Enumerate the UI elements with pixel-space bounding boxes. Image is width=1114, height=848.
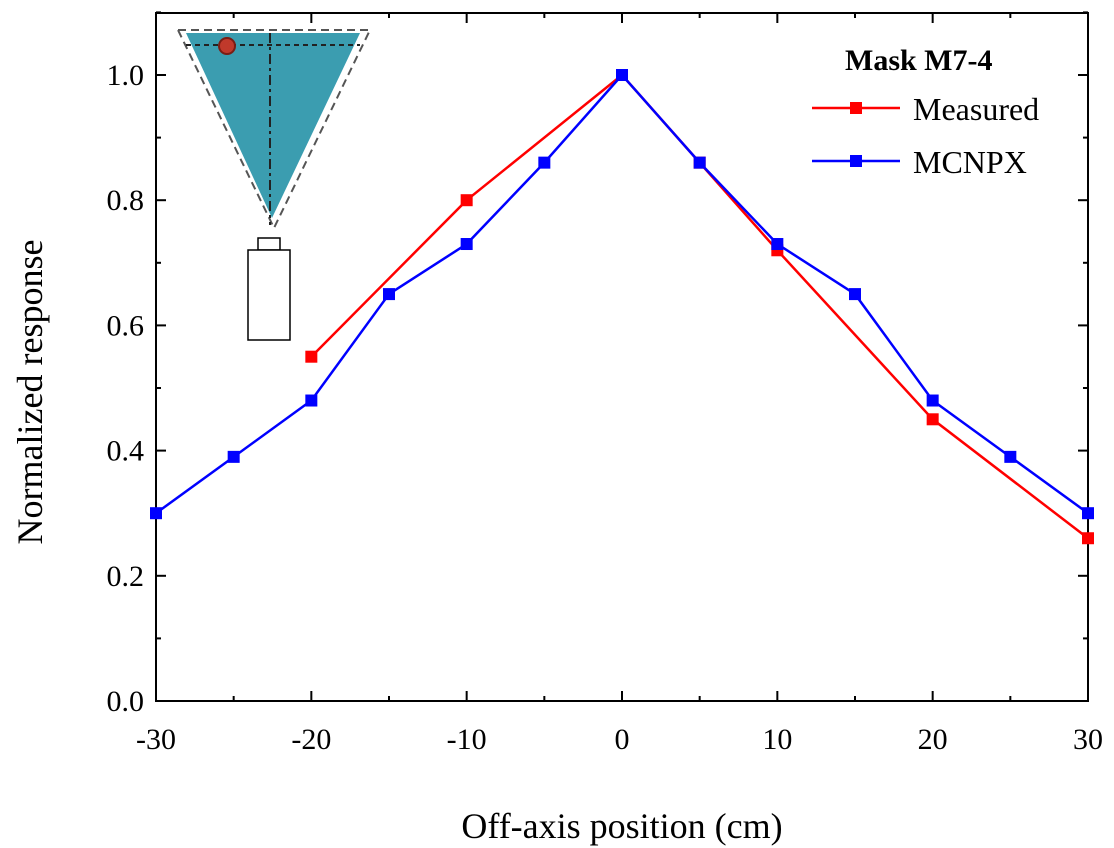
series-layer: [150, 69, 1094, 545]
x-axis-ticks: -30 -20 -10 0 10 20 30: [136, 13, 1103, 756]
data-point-mcnpx: [849, 288, 861, 301]
x-tick-label: 20: [918, 723, 948, 756]
legend-label-mcnpx: MCNPX: [913, 144, 1027, 180]
data-point-mcnpx: [693, 156, 706, 169]
legend-marker-mcnpx: [850, 155, 862, 167]
cone-fill: [186, 33, 360, 218]
legend-item-mcnpx: MCNPX: [812, 144, 1027, 180]
x-tick-label: -20: [291, 723, 331, 756]
legend-marker-measured: [850, 102, 862, 114]
y-axis-title: Normalized response: [10, 240, 50, 545]
x-tick-label: 30: [1073, 723, 1103, 756]
data-point-mcnpx: [926, 394, 939, 407]
inset-schematic: [176, 29, 372, 341]
data-point-mcnpx: [1004, 450, 1017, 463]
data-point-mcnpx: [150, 507, 162, 520]
cone-outline: [176, 29, 372, 231]
data-point-mcnpx: [538, 156, 551, 169]
legend-title: Mask M7-4: [845, 44, 992, 77]
data-point-mcnpx: [1082, 507, 1094, 520]
legend-item-measured: Measured: [812, 91, 1039, 127]
source-icon: [218, 37, 236, 55]
data-point-mcnpx: [305, 394, 318, 407]
y-tick-label: 0.6: [107, 309, 145, 342]
data-point-mcnpx: [460, 238, 473, 251]
detector-cap: [257, 237, 281, 251]
data-point-measured: [460, 194, 473, 207]
data-point-measured: [1082, 532, 1094, 545]
x-tick-label: -10: [447, 723, 487, 756]
legend: Mask M7-4 Measured MCNPX: [812, 44, 1039, 180]
x-axis-title: Off-axis position (cm): [461, 806, 782, 846]
legend-label-measured: Measured: [913, 91, 1039, 127]
x-tick-label: 10: [762, 723, 792, 756]
data-point-mcnpx: [383, 288, 395, 301]
data-point-mcnpx: [771, 238, 784, 251]
y-tick-label: 0.0: [107, 685, 145, 718]
y-tick-label: 0.4: [107, 435, 145, 468]
y-tick-label: 0.8: [107, 184, 145, 217]
y-axis-ticks: 0.0 0.2 0.4 0.6 0.8 1.0: [107, 11, 1088, 718]
y-tick-label: 0.2: [107, 560, 145, 593]
data-point-mcnpx: [227, 450, 240, 463]
x-tick-label: 0: [615, 723, 630, 756]
data-point-mcnpx: [616, 69, 628, 81]
y-tick-label: 1.0: [107, 59, 145, 92]
data-point-measured: [305, 350, 318, 363]
detector-body: [247, 249, 291, 341]
data-point-measured: [926, 413, 939, 426]
x-tick-label: -30: [136, 723, 176, 756]
